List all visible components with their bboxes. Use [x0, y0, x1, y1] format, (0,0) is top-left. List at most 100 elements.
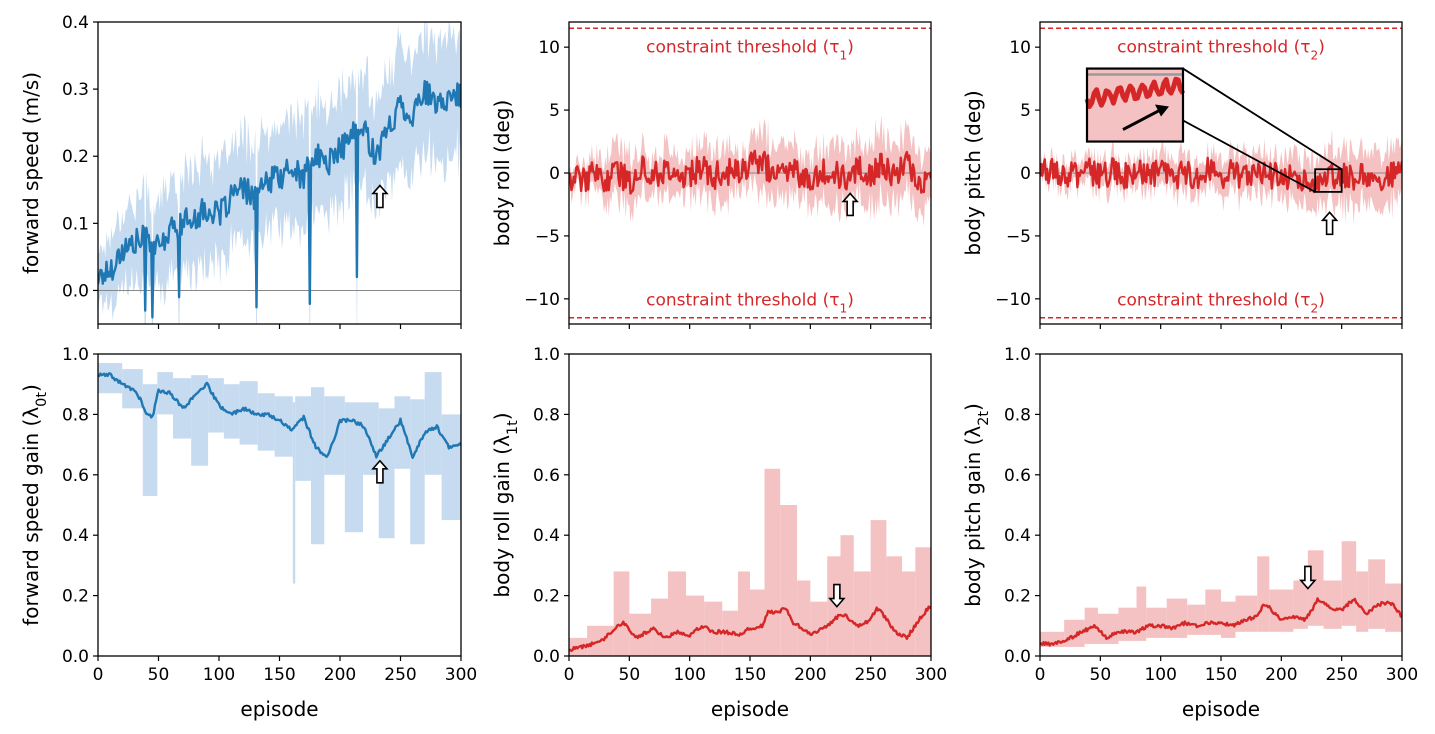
y-tick-label: 1.0: [1004, 345, 1031, 365]
band-step: [1323, 580, 1342, 629]
x-tick-label: 250: [384, 665, 416, 685]
y-tick-label: −5: [535, 227, 560, 247]
band-step: [750, 589, 765, 656]
band-step: [257, 393, 275, 451]
band-step: [827, 556, 841, 656]
x-tick-label: 200: [794, 665, 826, 685]
x-tick-label: 0: [1035, 665, 1046, 685]
zoom-region: [1314, 168, 1343, 193]
x-tick-label: 300: [1386, 665, 1418, 685]
y-tick-label: 0.0: [533, 647, 560, 667]
y-tick-label: 0.4: [62, 526, 89, 546]
panel-forward-speed: 0.0 0.1 0.2 0.3 0.4 forward speed (m/s): [19, 13, 462, 329]
plot-area: [1040, 128, 1402, 225]
panel-forward-speed-gain: 0.0 0.2 0.4 0.6 0.8 1.0 0 50 100 150 200 250 300 forw…: [19, 345, 477, 721]
band-step: [295, 396, 311, 481]
x-tick-label: 0: [93, 665, 104, 685]
y-tick-label: 0.4: [62, 13, 89, 33]
band-step: [378, 408, 395, 539]
y-axis-label: body roll gain (λ1t): [490, 412, 521, 597]
band-step: [1187, 604, 1206, 635]
zoom-inset-frame: [1085, 67, 1185, 143]
band-step: [764, 468, 781, 656]
x-tick-label: 100: [203, 665, 235, 685]
x-tick-label: 100: [673, 665, 705, 685]
y-tick-label: 0.4: [533, 526, 560, 546]
band-step: [1235, 595, 1258, 632]
y-tick-label: 0.2: [1004, 587, 1031, 607]
y-tick-label: 10: [538, 38, 560, 58]
band-step: [780, 505, 798, 656]
x-tick-label: 300: [445, 665, 477, 685]
trend-arrow: [1122, 107, 1164, 131]
y-tick-label: 0.6: [62, 466, 89, 486]
x-tick-label: 50: [148, 665, 170, 685]
zoom-connector: [1182, 67, 1343, 170]
band-step: [686, 595, 705, 656]
band-step: [886, 556, 903, 656]
y-tick-label: 0.2: [62, 147, 89, 167]
band-step: [870, 520, 887, 656]
series-line: [569, 605, 931, 653]
panel-body-roll-gain: 0.0 0.2 0.4 0.6 0.8 1.0 0 50 100 150 200 250 300 body…: [490, 345, 947, 721]
plot-area: [1040, 541, 1402, 647]
band-step: [840, 535, 854, 656]
band-step: [223, 384, 240, 439]
plot-area: [98, 363, 461, 584]
band-step: [98, 363, 123, 394]
series-line: [98, 79, 461, 319]
x-tick-label: 200: [1265, 665, 1297, 685]
band-step: [1356, 571, 1369, 632]
band-step: [292, 402, 296, 584]
x-tick-label: 250: [1325, 665, 1357, 685]
y-tick-label: 1.0: [533, 345, 560, 365]
y-axis-label: body pitch (deg): [961, 90, 985, 255]
zoom-inset: [1084, 67, 1186, 143]
band-step: [1257, 556, 1270, 632]
y-axis-label: body pitch gain (λ2t): [961, 403, 992, 607]
x-tick-label: 50: [619, 665, 641, 685]
y-axis-label: forward speed (m/s): [19, 72, 43, 274]
x-axis-label: episode: [711, 697, 789, 721]
series-line: [569, 149, 931, 195]
y-tick-label: −10: [524, 290, 560, 310]
y-tick-label: 10: [1009, 38, 1031, 58]
band-step: [902, 571, 916, 656]
band-step: [1221, 601, 1236, 638]
band-step: [310, 387, 325, 545]
band-step: [1293, 580, 1308, 629]
band-step: [1118, 607, 1137, 641]
y-tick-label: 0.8: [533, 405, 560, 425]
x-tick-label: 200: [324, 665, 356, 685]
band-step: [394, 396, 411, 469]
panel-body-pitch: constraint threshold (τ2) constraint thre…: [961, 21, 1403, 329]
threshold-label: constraint threshold (τ1): [646, 37, 854, 62]
y-tick-label: 0.6: [533, 466, 560, 486]
y-tick-label: 0.0: [62, 647, 89, 667]
y-tick-label: 1.0: [62, 345, 89, 365]
x-tick-label: 150: [263, 665, 295, 685]
band-step: [667, 571, 687, 656]
band-step: [191, 375, 209, 466]
x-tick-label: 250: [854, 665, 886, 685]
annotation-arrow: [371, 459, 389, 484]
band-step: [441, 414, 461, 521]
annotation-arrow: [371, 184, 389, 209]
threshold-label: constraint threshold (τ1): [646, 291, 854, 316]
x-tick-label: 150: [1205, 665, 1237, 685]
x-axis-label: episode: [240, 697, 318, 721]
y-tick-label: 0: [549, 164, 560, 184]
threshold-label: constraint threshold (τ2): [1117, 291, 1325, 316]
band-step: [344, 402, 363, 533]
panel-body-pitch-gain: 0.0 0.2 0.4 0.6 0.8 1.0 0 50 100 150 200 250 300 body…: [961, 345, 1418, 721]
band-step: [239, 381, 258, 445]
band-step: [424, 372, 442, 475]
y-tick-label: 0: [1020, 164, 1031, 184]
y-tick-label: 0.8: [62, 405, 89, 425]
series-line: [1040, 597, 1402, 647]
x-tick-label: 50: [1090, 665, 1112, 685]
y-tick-label: 5: [1020, 101, 1031, 121]
band-step: [737, 571, 750, 656]
y-tick-label: 0.0: [62, 281, 89, 301]
